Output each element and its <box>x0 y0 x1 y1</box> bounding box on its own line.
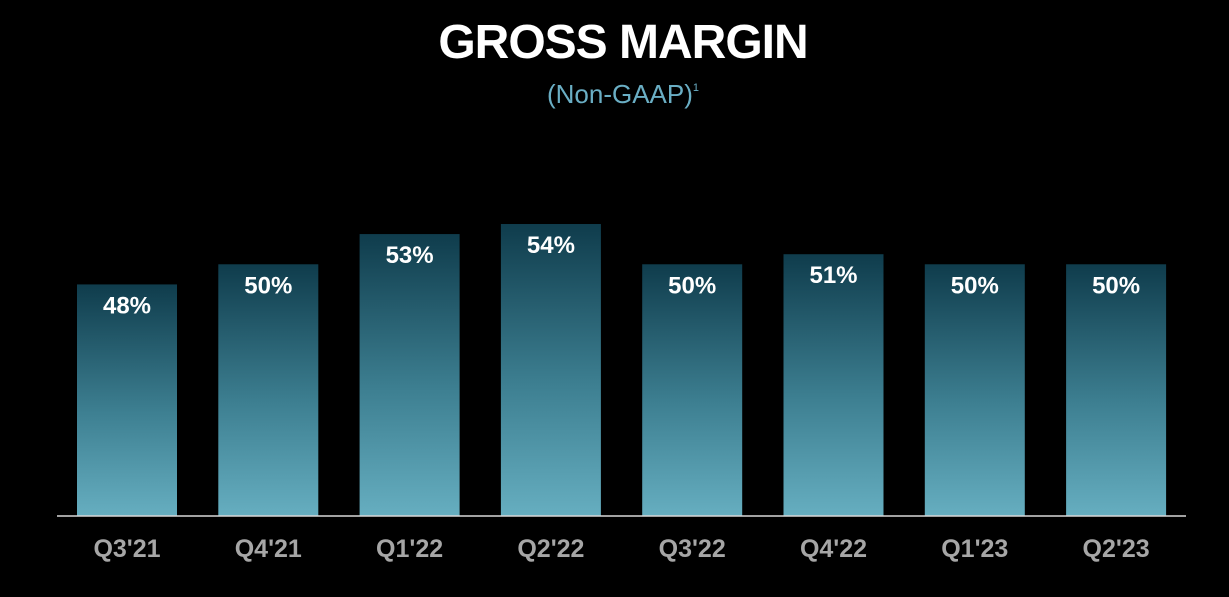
footnote-marker: 1 <box>692 82 700 94</box>
data-label: 53% <box>386 242 434 269</box>
subtitle-text: (Non-GAAP) <box>546 79 693 109</box>
x-tick-label: Q2'22 <box>517 535 584 563</box>
bar-Q1'23 <box>924 264 1025 516</box>
x-tick-label: Q4'21 <box>235 535 302 563</box>
x-tick-label: Q3'21 <box>93 535 160 563</box>
bar-Q4'21 <box>218 264 319 516</box>
chart-subtitle: (Non-GAAP)1 <box>0 72 1229 110</box>
data-label: 50% <box>668 272 716 299</box>
chart-title: GROSS MARGIN <box>438 16 808 69</box>
x-tick-label: Q3'22 <box>659 535 726 563</box>
bar-Q3'22 <box>642 264 743 516</box>
bar-Q3'21 <box>77 284 177 516</box>
data-label: 51% <box>809 262 857 289</box>
x-tick-label: Q1'22 <box>376 535 443 563</box>
data-label: 54% <box>527 232 575 259</box>
x-tick-label: Q4'22 <box>800 535 867 563</box>
data-label: 50% <box>244 272 292 299</box>
data-label: 50% <box>951 272 999 299</box>
x-tick-label: Q1'23 <box>941 535 1008 563</box>
bars-group <box>77 224 1167 516</box>
data-label: 50% <box>1092 272 1140 299</box>
x-tick-label: Q2'23 <box>1083 535 1150 563</box>
data-label: 48% <box>103 292 151 319</box>
bar-Q4'22 <box>783 254 884 516</box>
bar-Q1'22 <box>359 234 460 516</box>
data-labels-group: 48% 50% 53% 54% 50% 51% 50% 50% <box>103 232 1140 319</box>
x-tick-labels-group: Q3'21 Q4'21 Q1'22 Q2'22 Q3'22 Q4'22 Q1'23 Q2'23 <box>93 535 1149 563</box>
bar-Q2'22 <box>500 224 601 516</box>
bar-Q2'23 <box>1066 264 1167 516</box>
